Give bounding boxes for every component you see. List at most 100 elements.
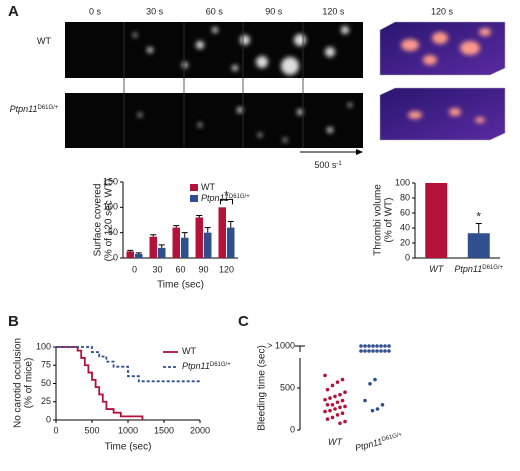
y-tick-label: > 1000 <box>267 340 295 350</box>
bar <box>172 227 180 258</box>
legend-label-main: Ptpn11 <box>182 361 210 371</box>
x-tick-label: Ptpn11D61G/+ <box>454 264 503 274</box>
legend-label-main: WT <box>182 346 196 356</box>
time-label: 0 s <box>89 6 102 16</box>
x-axis-label: Time (sec) <box>105 442 152 453</box>
x-tick-label: 120 <box>219 264 234 274</box>
x-tick-label: 1000 <box>118 425 138 435</box>
dot <box>359 344 363 348</box>
row-label: WT <box>37 36 51 46</box>
legend-label-sup: D61G/+ <box>229 194 250 200</box>
legend-swatch <box>190 184 198 191</box>
dot <box>383 344 387 348</box>
dot <box>343 390 347 395</box>
dot <box>328 408 332 413</box>
x-tick-label-sup: D61G/+ <box>482 265 503 271</box>
dot <box>375 407 380 411</box>
flow-text: 500 s <box>314 160 337 170</box>
x-tick-label-main: WT <box>429 264 444 274</box>
error-bar <box>227 221 234 228</box>
dot <box>343 419 347 424</box>
x-tick-label: WT <box>429 264 444 274</box>
dot <box>330 383 335 388</box>
x-tick-label-main: Ptpn11 <box>354 437 383 454</box>
y-tick-label: 60 <box>400 207 410 217</box>
y-tick-label: 0 <box>113 252 118 262</box>
error-bar <box>196 214 203 218</box>
legend-swatch <box>190 195 198 202</box>
legend-label: Ptpn11D61G/+ <box>201 193 250 203</box>
x-tick-label: 30 <box>152 264 162 274</box>
bar <box>227 227 235 258</box>
dot <box>338 421 342 426</box>
survival-line <box>56 346 200 383</box>
dot <box>379 344 383 348</box>
y-tick-label: 100 <box>36 341 51 351</box>
bracket <box>220 198 233 205</box>
dot <box>323 373 327 378</box>
row-label: Ptpn11D61G/+ <box>10 104 59 114</box>
panel-label: C <box>238 313 249 330</box>
x-tick-label: WT <box>328 437 343 447</box>
flow-label: 500 s-1 <box>314 160 342 170</box>
bar <box>195 217 203 258</box>
y-tick-label: 0 <box>46 414 51 424</box>
dot <box>340 411 345 416</box>
x-tick-label: 0 <box>53 425 58 435</box>
x-tick-label: 90 <box>198 264 208 274</box>
y-tick-label: 25 <box>41 396 51 406</box>
y-tick-label: 100 <box>103 202 118 212</box>
bar <box>126 251 134 258</box>
dot <box>371 349 375 353</box>
error-bar <box>150 234 157 237</box>
dot <box>375 349 379 353</box>
y-tick-label: 150 <box>103 176 118 186</box>
y-tick-label: 40 <box>400 222 410 232</box>
dot <box>359 349 363 353</box>
dot <box>325 387 330 392</box>
dot <box>335 413 340 417</box>
dot <box>323 397 327 402</box>
row-label-sup: D61G/+ <box>38 105 59 111</box>
bar <box>135 253 143 258</box>
dot <box>367 349 371 353</box>
microscopy-images <box>65 21 506 155</box>
dot <box>379 349 383 353</box>
bar <box>158 247 166 258</box>
y-axis-label: (% of mice) <box>24 358 35 409</box>
dot <box>375 344 379 348</box>
dot <box>363 398 367 403</box>
y-axis-label: No carotid occlusion <box>13 338 24 428</box>
legend-label-sup: D61G/+ <box>210 362 231 368</box>
x-tick-label-sup: D61G/+ <box>381 431 403 442</box>
dot <box>330 415 335 420</box>
time-label: 120 s <box>322 6 345 16</box>
axis-break <box>295 345 305 352</box>
x-axis-label: Time (sec) <box>157 280 204 291</box>
legend-label-main: WT <box>201 182 215 192</box>
x-tick-label: 1500 <box>154 425 174 435</box>
x-tick-label: 0 <box>132 264 137 274</box>
y-tick-label: 50 <box>108 227 118 237</box>
error-bar <box>135 252 142 254</box>
y-tick-label: 20 <box>400 237 410 247</box>
error-bar <box>204 227 211 233</box>
dot <box>340 377 345 382</box>
dot <box>333 407 337 411</box>
y-axis-label: (% of WT) <box>384 198 395 243</box>
dot <box>371 344 375 348</box>
dot <box>387 344 391 348</box>
dot <box>370 408 375 413</box>
bar <box>425 183 448 258</box>
x-tick-label: 2000 <box>190 425 210 435</box>
row-label-main: WT <box>37 36 51 46</box>
dot <box>387 349 391 353</box>
y-tick-label: 0 <box>290 424 295 434</box>
legend-label: Ptpn11D61G/+ <box>182 361 231 371</box>
time-label: 60 s <box>206 6 224 16</box>
dot <box>335 400 340 405</box>
x-tick-label: Ptpn11D61G/+ <box>354 431 404 453</box>
x-tick-label: 500 <box>84 425 99 435</box>
y-tick-label: 100 <box>395 177 410 187</box>
